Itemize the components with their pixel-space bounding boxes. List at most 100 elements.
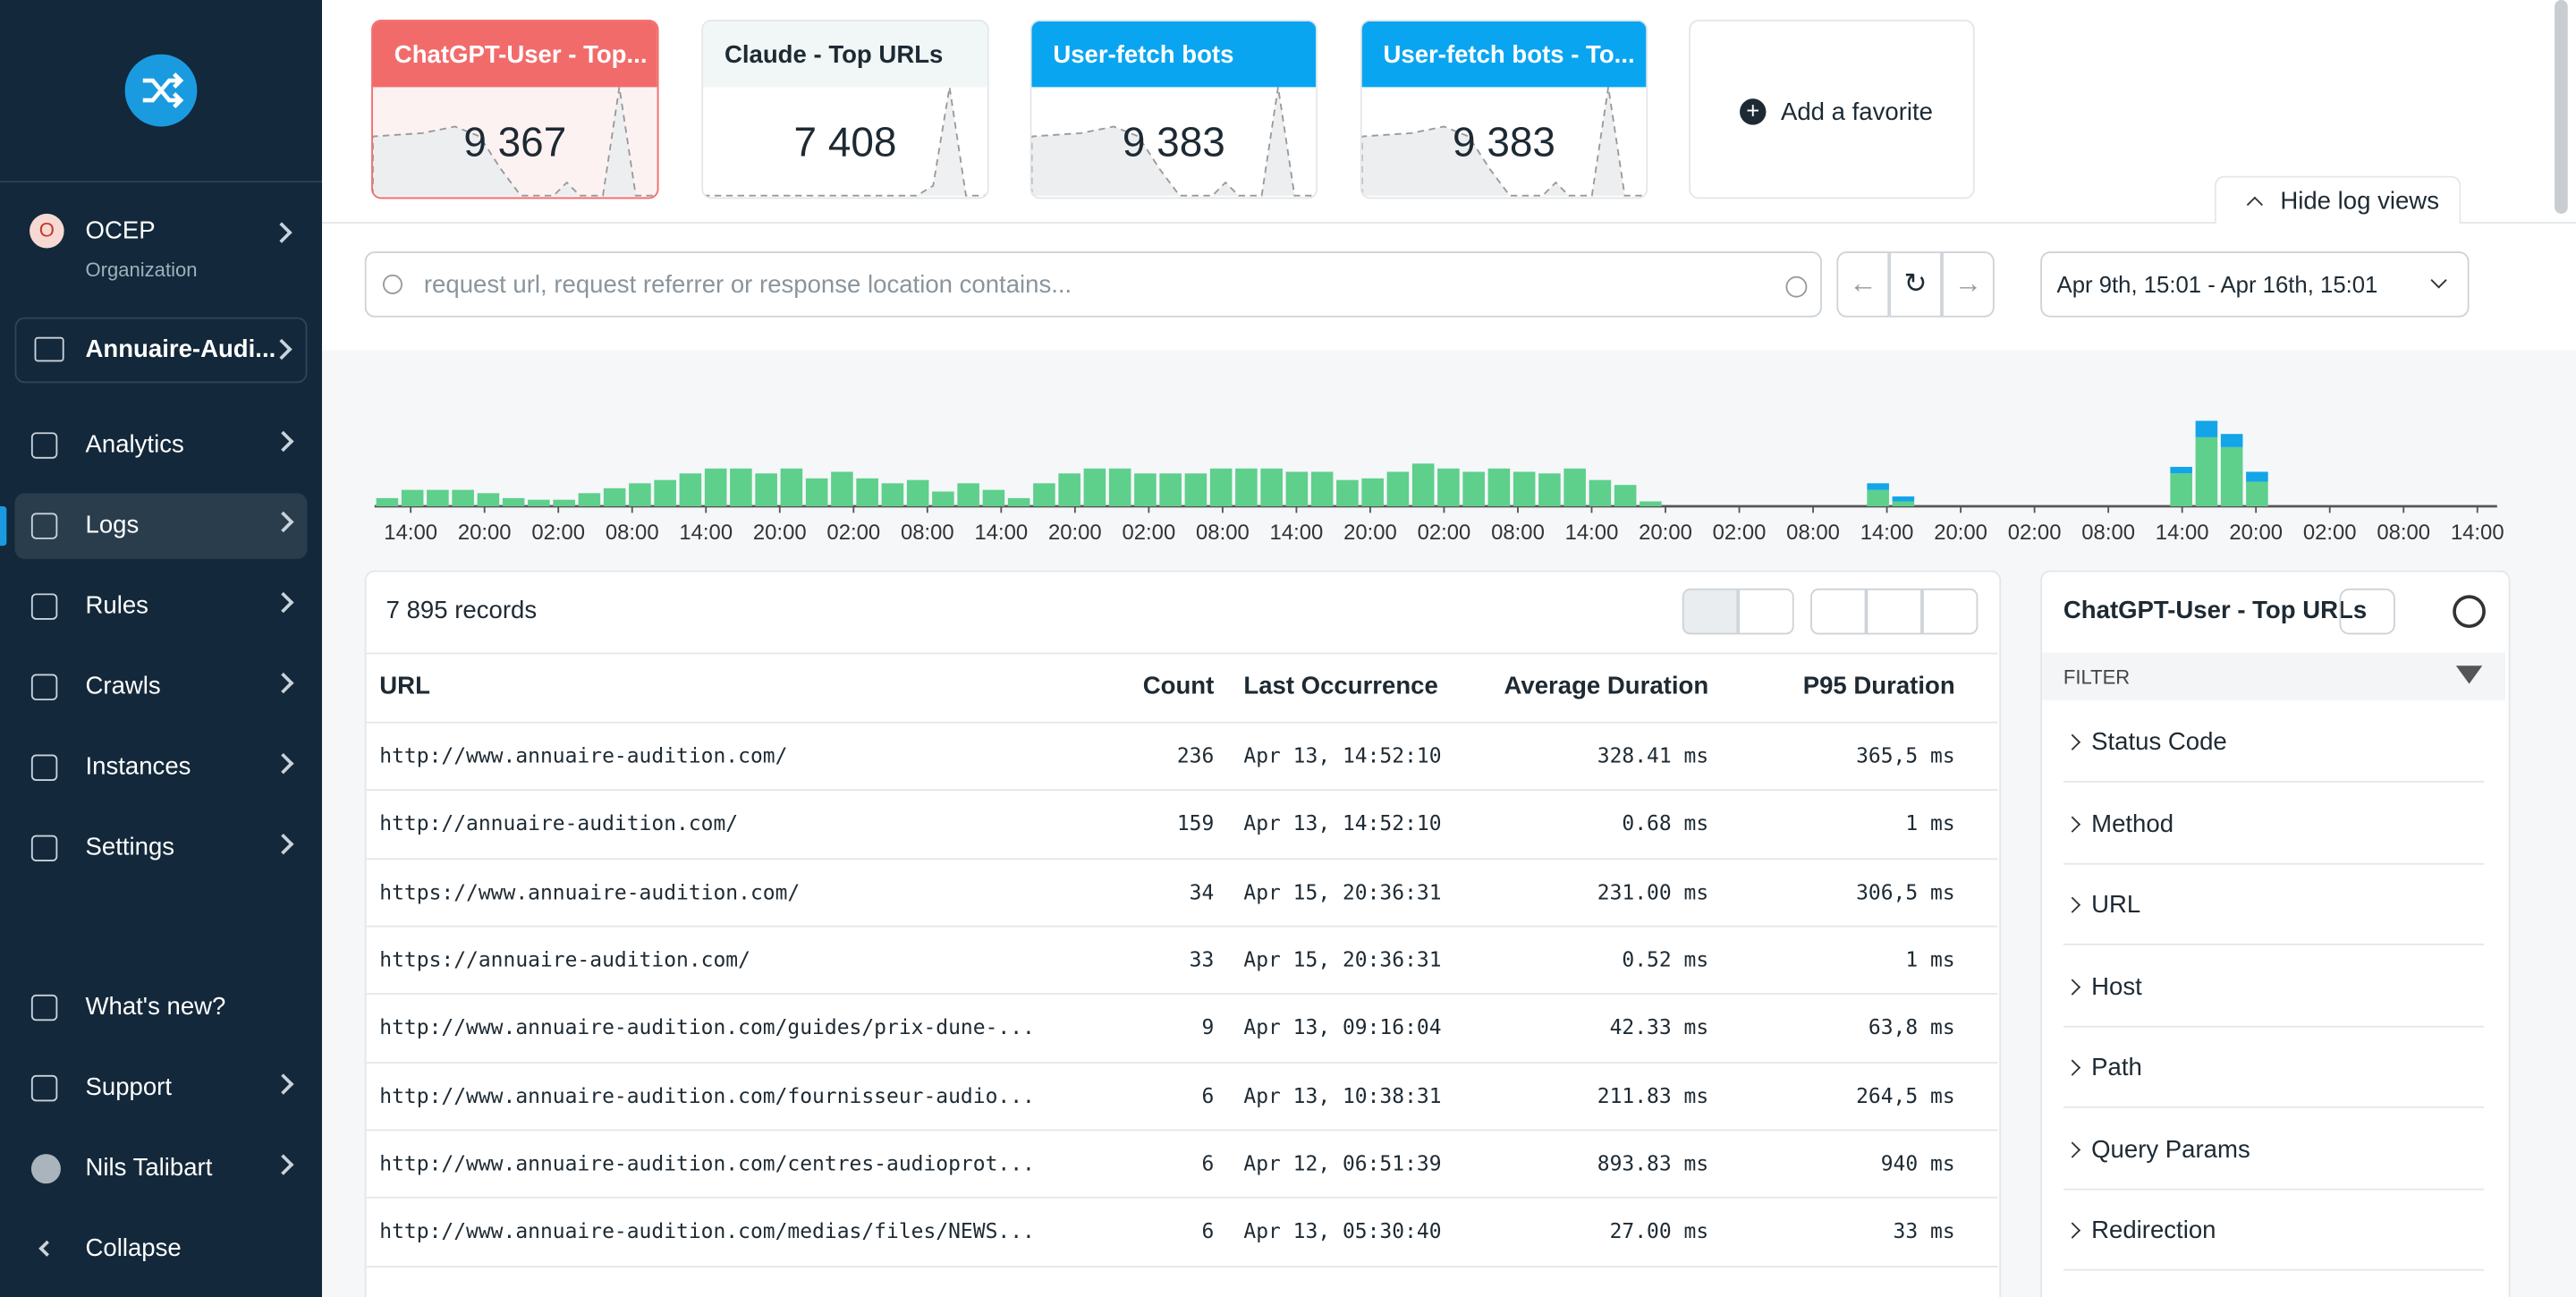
card-value: 9 367 bbox=[463, 120, 567, 166]
nav-button[interactable]: → bbox=[1941, 251, 1995, 318]
filter-item[interactable]: Method bbox=[2063, 782, 2485, 864]
nav-item[interactable]: Settings bbox=[15, 816, 308, 882]
filter-icon[interactable] bbox=[2455, 665, 2483, 684]
histogram-bar bbox=[1513, 471, 1536, 507]
histogram-bar bbox=[1462, 471, 1485, 507]
hide-label: Hide log views bbox=[2280, 187, 2439, 216]
filter-item[interactable]: Host bbox=[2063, 945, 2485, 1027]
nav-item[interactable]: Crawls bbox=[15, 654, 308, 720]
nav-item[interactable]: Nils Talibart bbox=[15, 1136, 308, 1202]
histogram-bar bbox=[2246, 481, 2268, 507]
logo[interactable] bbox=[124, 54, 198, 127]
filter-label: FILTER bbox=[2063, 665, 2131, 690]
plus-icon: + bbox=[1740, 97, 1767, 125]
nav-item[interactable]: Collapse bbox=[15, 1216, 308, 1283]
filter-item[interactable]: URL bbox=[2063, 863, 2485, 945]
toolbar-button[interactable] bbox=[1921, 588, 1979, 635]
table-cell: 211.83 ms bbox=[1597, 1082, 1709, 1107]
histogram-bar bbox=[1867, 489, 1889, 507]
table-cell: http://www.annuaire-audition.com/guides/… bbox=[379, 1014, 1035, 1039]
org-badge: O bbox=[30, 213, 64, 249]
nav-button[interactable]: ← bbox=[1836, 251, 1890, 318]
histogram-bar bbox=[982, 489, 1005, 507]
nav-item[interactable]: Rules bbox=[15, 573, 308, 640]
table-cell: 893.83 ms bbox=[1597, 1150, 1709, 1175]
favorite-card[interactable]: Claude - Top URLs 7 408 bbox=[701, 20, 989, 199]
toolbar-button[interactable] bbox=[1866, 588, 1922, 635]
expand-caret bbox=[2063, 896, 2081, 913]
nav-icon bbox=[30, 593, 58, 620]
x-tick-label: 02:00 bbox=[2303, 521, 2357, 545]
table-cell: 0.68 ms bbox=[1622, 810, 1709, 836]
nav-label: Settings bbox=[85, 833, 175, 862]
hide-log-views[interactable]: Hide log views bbox=[2214, 175, 2462, 224]
histogram-bar bbox=[401, 489, 424, 507]
histogram-bar bbox=[1235, 468, 1258, 507]
histogram-bar bbox=[1184, 473, 1208, 507]
table-cell: Apr 13, 05:30:40 bbox=[1243, 1217, 1442, 1243]
table-cell: https://www.annuaire-audition.com/ bbox=[379, 878, 801, 904]
toolbar-button[interactable] bbox=[1810, 588, 1867, 635]
filter-item[interactable]: Redirection bbox=[2063, 1189, 2485, 1271]
nav-icon bbox=[30, 754, 58, 781]
nav-button[interactable]: ↻ bbox=[1889, 251, 1942, 318]
search-placeholder: request url, request referrer or respons… bbox=[423, 271, 1072, 300]
table-cell: 63,8 ms bbox=[1868, 1014, 1955, 1039]
chevron bbox=[273, 591, 294, 614]
x-tick-label: 08:00 bbox=[901, 521, 954, 545]
nav-label: Support bbox=[85, 1073, 173, 1102]
histogram-bar bbox=[1083, 468, 1106, 507]
add-favorite[interactable]: + Add a favorite bbox=[1689, 20, 1975, 199]
sparkline bbox=[1031, 87, 1317, 197]
histogram-bar bbox=[2195, 420, 2218, 437]
nav-item[interactable]: Support bbox=[15, 1055, 308, 1122]
project-selector[interactable]: Annuaire-Audi... bbox=[14, 317, 308, 384]
favorite-card[interactable]: ChatGPT-User - Top... 9 367 bbox=[371, 20, 659, 199]
toolbar-button[interactable] bbox=[1738, 588, 1794, 635]
nav-label: Instances bbox=[85, 752, 191, 781]
search-input[interactable]: request url, request referrer or respons… bbox=[364, 251, 1822, 318]
date-range[interactable]: Apr 9th, 15:01 - Apr 16th, 15:01 bbox=[2040, 251, 2470, 318]
filter-item[interactable]: Path bbox=[2063, 1026, 2485, 1108]
nav-icon bbox=[38, 1240, 55, 1257]
table-cell: 6 bbox=[1201, 1217, 1215, 1243]
chevron bbox=[273, 1154, 294, 1175]
nav-icon bbox=[30, 674, 58, 700]
toolbar-button[interactable] bbox=[1682, 588, 1739, 635]
table-cell: 42.33 ms bbox=[1609, 1014, 1709, 1039]
nav-item[interactable]: Logs bbox=[14, 493, 308, 559]
table-card bbox=[364, 570, 2002, 1297]
x-tick-label: 02:00 bbox=[531, 521, 585, 545]
filter-name: Path bbox=[2091, 1054, 2142, 1082]
org-name[interactable]: OCEP bbox=[85, 216, 156, 245]
table-cell: http://www.annuaire-audition.com/fournis… bbox=[379, 1082, 1035, 1107]
filter-name: Query Params bbox=[2091, 1135, 2250, 1164]
column-header: Average Duration bbox=[1504, 672, 1709, 700]
nav-item[interactable]: Instances bbox=[15, 734, 308, 801]
row-divider bbox=[366, 857, 1998, 860]
nav-item[interactable]: Analytics bbox=[15, 412, 308, 479]
chevron bbox=[273, 672, 294, 694]
favorite-card[interactable]: User-fetch bots 9 383 bbox=[1030, 20, 1318, 199]
histogram-bar bbox=[730, 468, 752, 507]
card-value: 9 383 bbox=[1122, 120, 1225, 166]
filter-item[interactable]: Status Code bbox=[2063, 700, 2485, 783]
table-cell: 306,5 ms bbox=[1856, 878, 1955, 904]
filter-name: Redirection bbox=[2091, 1216, 2216, 1245]
settings-icon[interactable] bbox=[2453, 595, 2486, 629]
table-cell: Apr 12, 06:51:39 bbox=[1243, 1150, 1442, 1175]
histogram-bar bbox=[1386, 471, 1410, 507]
scrollbar[interactable] bbox=[2555, 0, 2568, 214]
add-favorite-label: Add a favorite bbox=[1780, 98, 1933, 127]
x-tick-label: 08:00 bbox=[1196, 521, 1250, 545]
table-cell: 236 bbox=[1176, 742, 1215, 768]
share-button[interactable] bbox=[2339, 588, 2395, 635]
favorite-card[interactable]: User-fetch bots - To... 9 383 bbox=[1360, 20, 1648, 199]
nav-item[interactable]: What's new? bbox=[15, 975, 308, 1041]
active-indicator bbox=[0, 506, 7, 547]
chevron bbox=[273, 834, 294, 855]
filter-item[interactable]: Query Params bbox=[2063, 1107, 2485, 1190]
histogram-bar bbox=[654, 479, 676, 507]
filter-name: Status Code bbox=[2091, 728, 2227, 757]
histogram-bar bbox=[1892, 501, 1915, 507]
